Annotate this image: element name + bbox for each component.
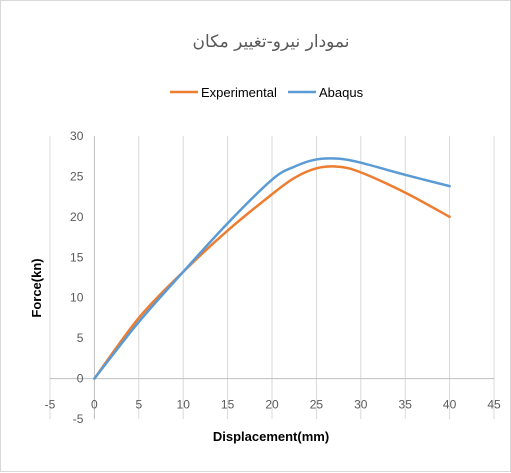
tick-labels: -5 0 5 10 15 20 25 30 35 40 45 -5 0 5 10 15 20 25 30 [45,129,501,426]
series-line-experimental [93,165,451,380]
x-tick-label: 0 [91,398,98,412]
gridlines [49,136,495,419]
x-tick-label: 10 [177,398,191,412]
x-tick-label: 25 [310,398,324,412]
y-tick-label: 0 [77,372,84,386]
series-line-abaqus [93,157,451,380]
legend-label-experimental: Experimental [201,85,277,100]
x-tick-label: -5 [45,398,56,412]
series-lines [93,157,451,380]
axes [50,136,494,419]
x-tick-label: 35 [399,398,413,412]
y-tick-label: 25 [70,169,84,183]
legend-label-abaqus: Abaqus [319,85,364,100]
x-tick-label: 5 [135,398,142,412]
x-axis-label: Displacement(mm) [213,429,329,444]
x-tick-label: 20 [265,398,279,412]
y-tick-label: 20 [70,210,84,224]
y-axis-label: Force(kn) [29,258,44,317]
legend: Experimental Abaqus [170,85,364,100]
y-tick-label: 10 [70,291,84,305]
y-tick-label: 15 [70,250,84,264]
chart-title: نمودار نیرو-تغییر مکان [193,32,350,52]
y-tick-label: 30 [70,129,84,143]
x-tick-label: 40 [443,398,457,412]
y-tick-label: -5 [73,412,84,426]
x-tick-label: 15 [221,398,235,412]
y-tick-label: 5 [77,331,84,345]
x-tick-label: 30 [354,398,368,412]
x-tick-label: 45 [487,398,501,412]
